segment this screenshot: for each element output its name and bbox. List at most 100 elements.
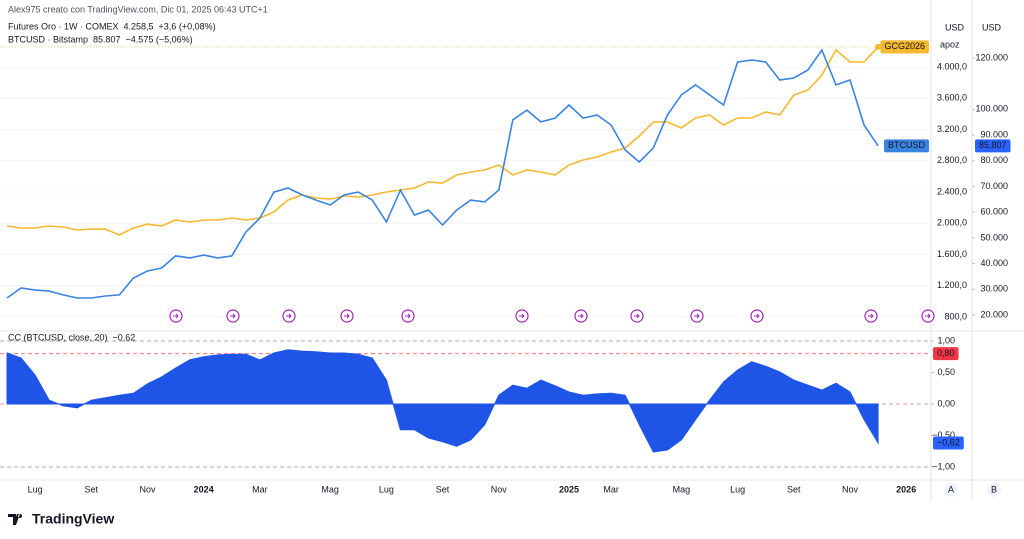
event-arrow [925,313,931,319]
event-marker [574,309,588,323]
y-tick-label: 40.000 [980,258,1008,268]
level-badge: 0,80 [933,347,959,361]
x-tick-label: Set [85,484,99,494]
symbol-badge-text: BTCUSD [888,140,926,150]
y2-tick-label: 1.200,0 [937,280,967,290]
event-marker [690,309,704,323]
y-tick-label: 20.000 [980,309,1008,319]
x-tick-label: Nov [491,484,508,494]
legend-name: Futures Oro · 1W · COMEX [8,21,119,31]
y2-unit: USD [945,22,965,32]
event-arrow [286,313,292,319]
y-tick-label: 70.000 [980,181,1008,191]
x-tick-label: Nov [842,484,859,494]
symbol-badge-text: GCG2026 [884,41,925,51]
price-badge-text: 85.807 [979,140,1007,150]
x-tick-label: Mar [603,484,619,494]
event-marker [864,309,878,323]
x-tick-label: Mag [321,484,339,494]
x-tick-label: 2024 [194,484,214,494]
y-tick-label: 100.000 [975,104,1008,114]
y2-note: apoz [940,39,960,49]
y-tick-label: 120.000 [975,52,1008,62]
y-tick-label: 90.000 [980,129,1008,139]
event-marker [921,309,935,323]
event-marker [340,309,354,323]
indicator-tick-label: −0,50 [932,430,955,440]
level-badge-text: 0,80 [937,348,955,358]
event-marker [401,309,415,323]
level-badge-bg [933,347,959,361]
symbol-badge: GCG2026 [880,40,929,54]
legend-name: BTCUSD · Bitstamp [8,34,88,44]
scale-button[interactable] [987,483,1001,497]
legend-change: −4.575 (−5,06%) [126,34,193,44]
event-arrow [578,313,584,319]
y-unit: USD [982,22,1002,32]
event-marker [515,309,529,323]
event-marker [630,309,644,323]
x-tick-label: Lug [730,484,745,494]
series-line [6,48,879,299]
indicator-tick-label: 0,50 [937,367,955,377]
x-tick-label: 2026 [896,484,916,494]
y2-tick-label: 800,0 [944,311,967,321]
legend-last: 4.258,5 [124,21,154,31]
chart-title: Alex975 creato con TradingView.com, Dic … [8,4,268,14]
scale-button-label: A [948,484,954,494]
price-badge: 85.807 [975,139,1011,153]
y2-tick-label: 3.600,0 [937,93,967,103]
y2-tick-label: 4.000,0 [937,61,967,71]
event-arrow [173,313,179,319]
y2-tick-label: 1.600,0 [937,249,967,259]
symbol-badge: BTCUSD [883,139,929,153]
legend-last: 85.807 [93,34,121,44]
event-arrow [344,313,350,319]
y-tick-label: 50.000 [980,232,1008,242]
last-point [875,43,882,50]
y-tick-label: 60.000 [980,207,1008,217]
brand-name: TradingView [32,511,114,527]
event-marker [226,309,240,323]
x-tick-label: Lug [379,484,394,494]
series-line [6,46,879,236]
event-arrow [405,313,411,319]
x-tick-label: 2025 [559,484,579,494]
scale-button[interactable] [944,483,958,497]
symbol-badge-bg [883,139,929,153]
brand-logo: TradingView [8,511,114,527]
event-marker [750,309,764,323]
indicator-last: −0,62 [113,332,136,342]
legend-change: +3,6 (+0,08%) [159,21,216,31]
scale-button-label: B [991,484,997,494]
indicator-badge-text: −0,62 [937,437,960,447]
x-tick-label: Set [787,484,801,494]
x-tick-label: Lug [28,484,43,494]
symbol-badge-bg [880,40,929,54]
y2-tick-label: 2.400,0 [937,186,967,196]
x-tick-label: Nov [139,484,156,494]
event-marker [282,309,296,323]
x-tick-label: Mag [673,484,691,494]
event-arrow [634,313,640,319]
indicator-badge-bg [933,436,964,450]
y-tick-label: 80.000 [980,155,1008,165]
event-arrow [230,313,236,319]
x-tick-label: Set [436,484,450,494]
y2-tick-label: 2.800,0 [937,155,967,165]
indicator-tick-label: 0,00 [937,398,955,408]
y-tick-label: 30.000 [980,284,1008,294]
indicator-badge: −0,62 [933,436,964,450]
event-marker [169,309,183,323]
indicator-area [6,349,879,453]
indicator-tick-label: 1,00 [937,335,955,345]
x-tick-label: Mar [252,484,268,494]
price-badge-bg [975,139,1011,153]
y2-tick-label: 2.000,0 [937,218,967,228]
y2-tick-label: 3.200,0 [937,124,967,134]
indicator-tick-label: −1,00 [932,461,955,471]
event-arrow [868,313,874,319]
indicator-title: CC (BTCUSD, close, 20) [8,332,108,342]
